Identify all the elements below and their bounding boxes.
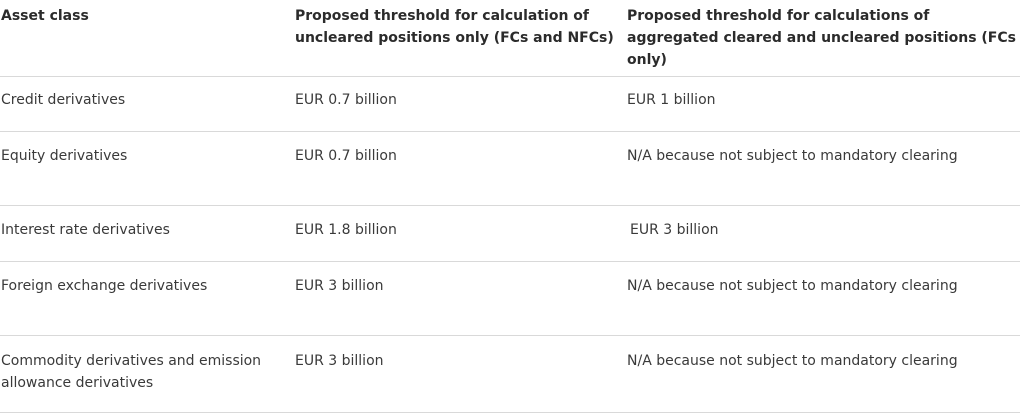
aggregated-threshold-cell: N/A because not subject to mandatory cle… bbox=[626, 261, 1020, 336]
table-row: Commodity derivatives and emission allow… bbox=[0, 335, 1020, 413]
asset-class-cell: Credit derivatives bbox=[0, 76, 294, 132]
column-header-aggregated-threshold: Proposed threshold for calculations of a… bbox=[626, 0, 1020, 77]
table-row: Foreign exchange derivatives EUR 3 billi… bbox=[0, 261, 1020, 336]
uncleared-threshold-cell: EUR 3 billion bbox=[294, 335, 626, 413]
column-header-asset-class: Asset class bbox=[0, 0, 294, 77]
table-row: Interest rate derivatives EUR 1.8 billio… bbox=[0, 205, 1020, 262]
table-row: Credit derivatives EUR 0.7 billion EUR 1… bbox=[0, 76, 1020, 132]
uncleared-threshold-cell: EUR 1.8 billion bbox=[294, 205, 626, 262]
table-row: Equity derivatives EUR 0.7 billion N/A b… bbox=[0, 131, 1020, 206]
aggregated-threshold-cell: N/A because not subject to mandatory cle… bbox=[626, 335, 1020, 413]
asset-class-cell: Equity derivatives bbox=[0, 131, 294, 206]
aggregated-threshold-cell: EUR 3 billion bbox=[626, 205, 1020, 262]
uncleared-threshold-cell: EUR 3 billion bbox=[294, 261, 626, 336]
asset-class-cell: Foreign exchange derivatives bbox=[0, 261, 294, 336]
asset-class-cell: Commodity derivatives and emission allow… bbox=[0, 335, 294, 413]
aggregated-threshold-cell: EUR 1 billion bbox=[626, 76, 1020, 132]
asset-class-cell: Interest rate derivatives bbox=[0, 205, 294, 262]
uncleared-threshold-cell: EUR 0.7 billion bbox=[294, 131, 626, 206]
table-header-row: Asset class Proposed threshold for calcu… bbox=[0, 0, 1020, 77]
aggregated-threshold-cell: N/A because not subject to mandatory cle… bbox=[626, 131, 1020, 206]
column-header-uncleared-threshold: Proposed threshold for calculation of un… bbox=[294, 0, 626, 77]
uncleared-threshold-cell: EUR 0.7 billion bbox=[294, 76, 626, 132]
